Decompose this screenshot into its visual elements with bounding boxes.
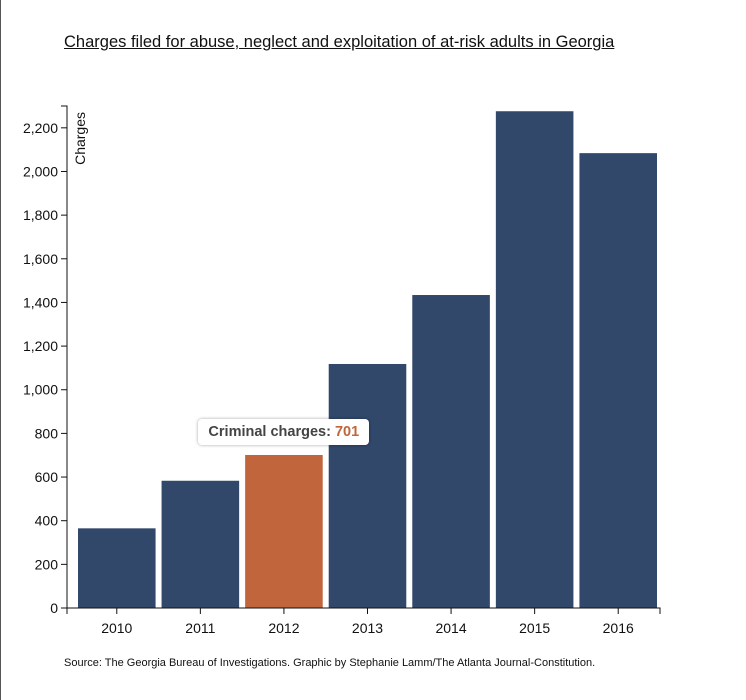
x-tick-label: 2016	[603, 620, 634, 636]
x-tick-label: 2010	[101, 620, 132, 636]
value-tooltip: Criminal charges: 701	[198, 418, 370, 445]
tooltip-label: Criminal charges:	[208, 423, 331, 440]
bar-2010[interactable]	[78, 528, 156, 608]
y-tick-label: 1,600	[23, 251, 58, 267]
y-tick-label: 800	[35, 425, 59, 441]
y-tick-label: 1,400	[23, 294, 58, 310]
y-axis-title: Charges	[72, 112, 88, 165]
x-tick-label: 2015	[519, 620, 550, 636]
y-tick-label: 2,000	[23, 163, 58, 179]
x-tick-label: 2011	[185, 620, 215, 636]
x-axis-line	[66, 607, 661, 614]
bar-2012[interactable]	[245, 454, 323, 608]
x-tick-label: 2012	[268, 620, 299, 636]
bar-2015[interactable]	[495, 111, 574, 609]
bar-2014[interactable]	[412, 295, 490, 608]
y-tick-label: 1,800	[23, 207, 58, 223]
bars-group	[78, 111, 657, 609]
y-tick-label: 200	[35, 556, 59, 572]
x-axis: 2010 2011 2012 2013 2014 2015 2016	[66, 607, 661, 636]
y-axis: 0 200 400 600 800 1,000 1,200 1,400 1,600 1,800 2,…	[23, 105, 68, 616]
source-note: Source: The Georgia Bureau of Investigat…	[64, 657, 596, 669]
x-tick-label: 2014	[435, 620, 466, 636]
window-edge	[0, 0, 1, 700]
x-tick-label: 2013	[352, 620, 383, 636]
bar-2013[interactable]	[328, 363, 407, 608]
y-tick-label: 0	[50, 600, 58, 616]
y-axis-line	[61, 105, 68, 609]
tooltip-value: 701	[334, 423, 360, 440]
y-tick-label: 2,200	[23, 120, 58, 136]
bar-2011[interactable]	[161, 480, 240, 608]
y-tick-label: 1,200	[23, 338, 58, 354]
y-tick-label: 1,000	[23, 382, 58, 398]
bar-2016[interactable]	[579, 153, 657, 608]
chart-title: Charges filed for abuse, neglect and exp…	[64, 33, 615, 51]
y-tick-label: 600	[35, 469, 59, 485]
y-tick-label: 400	[35, 513, 59, 529]
